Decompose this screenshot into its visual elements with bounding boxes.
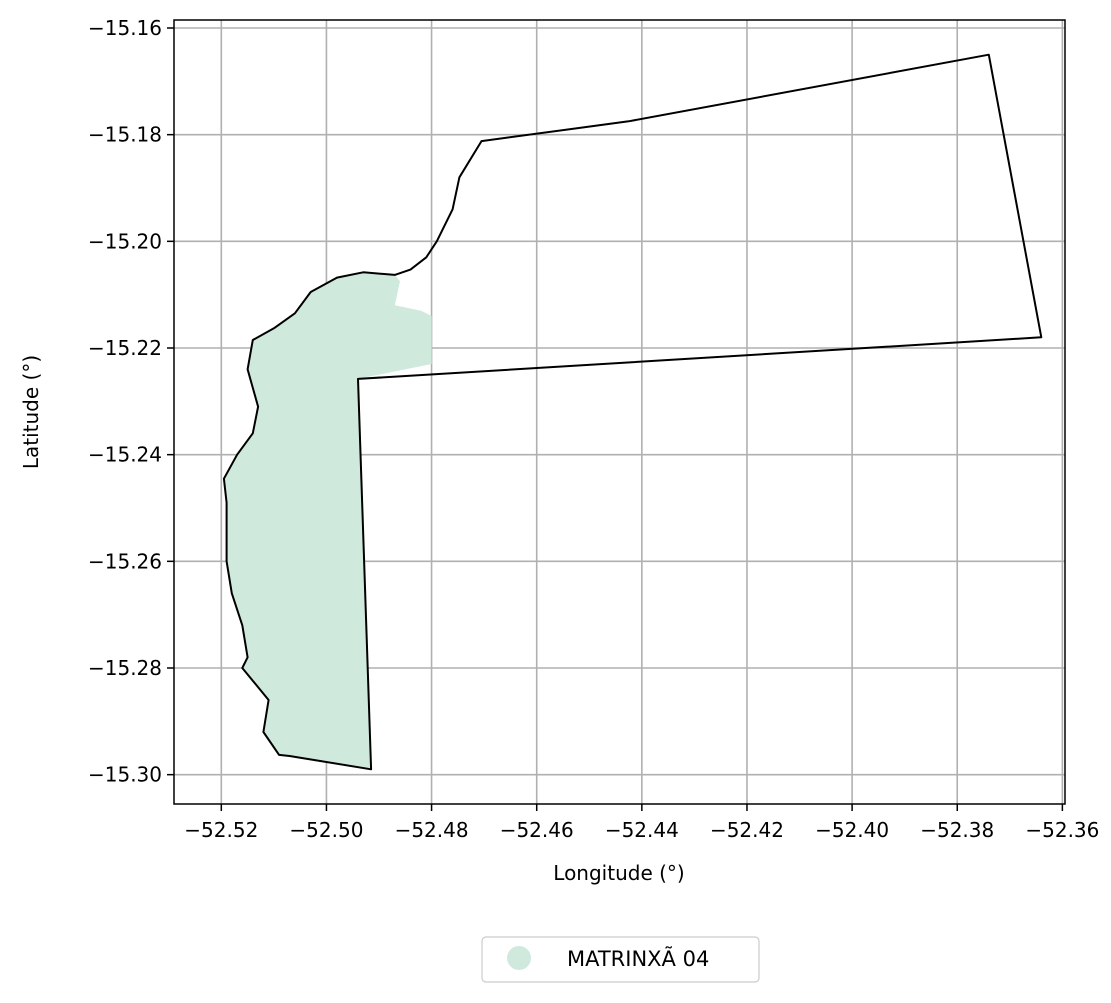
boundary-outline bbox=[222, 53, 1043, 771]
y-tick-label: −15.20 bbox=[88, 229, 162, 253]
legend: MATRINXÃ 04 bbox=[481, 936, 760, 983]
x-tick-label: −52.50 bbox=[289, 818, 363, 842]
x-tick-label: −52.46 bbox=[500, 818, 574, 842]
x-tick-label: −52.40 bbox=[815, 818, 889, 842]
x-tick-label: −52.36 bbox=[1025, 818, 1099, 842]
y-axis-label: Latitude (°) bbox=[19, 355, 43, 469]
matrinxa-04-filled-area bbox=[223, 272, 432, 770]
legend-label-matrinxa-04: MATRINXÃ 04 bbox=[567, 945, 709, 971]
y-axis-ticks: −15.16 −15.18 −15.20 −15.22 −15.24 −15.26 −15.… bbox=[88, 16, 174, 787]
grid-lines bbox=[174, 20, 1065, 804]
x-tick-label: −52.48 bbox=[395, 818, 469, 842]
plot-frame bbox=[173, 19, 1066, 805]
x-tick-label: −52.44 bbox=[605, 818, 679, 842]
legend-marker bbox=[507, 946, 531, 970]
x-tick-label: −52.42 bbox=[710, 818, 784, 842]
x-tick-label: −52.38 bbox=[920, 818, 994, 842]
y-tick-label: −15.30 bbox=[88, 763, 162, 787]
y-tick-label: −15.24 bbox=[88, 443, 162, 467]
map-shapes bbox=[222, 53, 1043, 771]
legend-box bbox=[481, 936, 760, 983]
y-tick-label: −15.22 bbox=[88, 336, 162, 360]
x-axis-label: Longitude (°) bbox=[553, 861, 684, 885]
x-axis-ticks: −52.52 −52.50 −52.48 −52.46 −52.44 −52.42 −52.… bbox=[184, 804, 1099, 842]
y-tick-label: −15.28 bbox=[88, 656, 162, 680]
y-tick-label: −15.16 bbox=[88, 16, 162, 40]
y-tick-label: −15.26 bbox=[88, 549, 162, 573]
y-tick-label: −15.18 bbox=[88, 123, 162, 147]
x-tick-label: −52.52 bbox=[184, 818, 258, 842]
